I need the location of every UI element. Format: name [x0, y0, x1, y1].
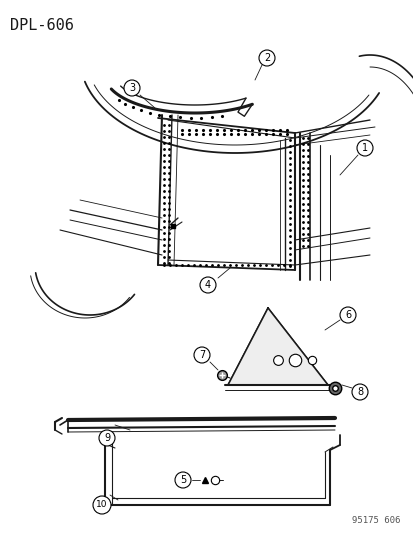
- Circle shape: [199, 277, 216, 293]
- Text: 5: 5: [179, 475, 186, 485]
- Circle shape: [93, 496, 111, 514]
- Text: 8: 8: [356, 387, 362, 397]
- Text: 7: 7: [198, 350, 204, 360]
- Circle shape: [259, 50, 274, 66]
- Circle shape: [194, 347, 209, 363]
- Circle shape: [351, 384, 367, 400]
- Circle shape: [124, 80, 140, 96]
- Text: 10: 10: [96, 500, 107, 510]
- Text: 1: 1: [361, 143, 367, 153]
- Text: 9: 9: [104, 433, 110, 443]
- Circle shape: [339, 307, 355, 323]
- Text: 3: 3: [128, 83, 135, 93]
- Text: 2: 2: [263, 53, 269, 63]
- Text: 6: 6: [344, 310, 350, 320]
- Circle shape: [99, 430, 115, 446]
- Circle shape: [175, 472, 190, 488]
- Circle shape: [356, 140, 372, 156]
- Text: 4: 4: [204, 280, 211, 290]
- Polygon shape: [228, 308, 327, 385]
- Text: 95175 606: 95175 606: [351, 516, 399, 525]
- Text: DPL-606: DPL-606: [10, 18, 74, 33]
